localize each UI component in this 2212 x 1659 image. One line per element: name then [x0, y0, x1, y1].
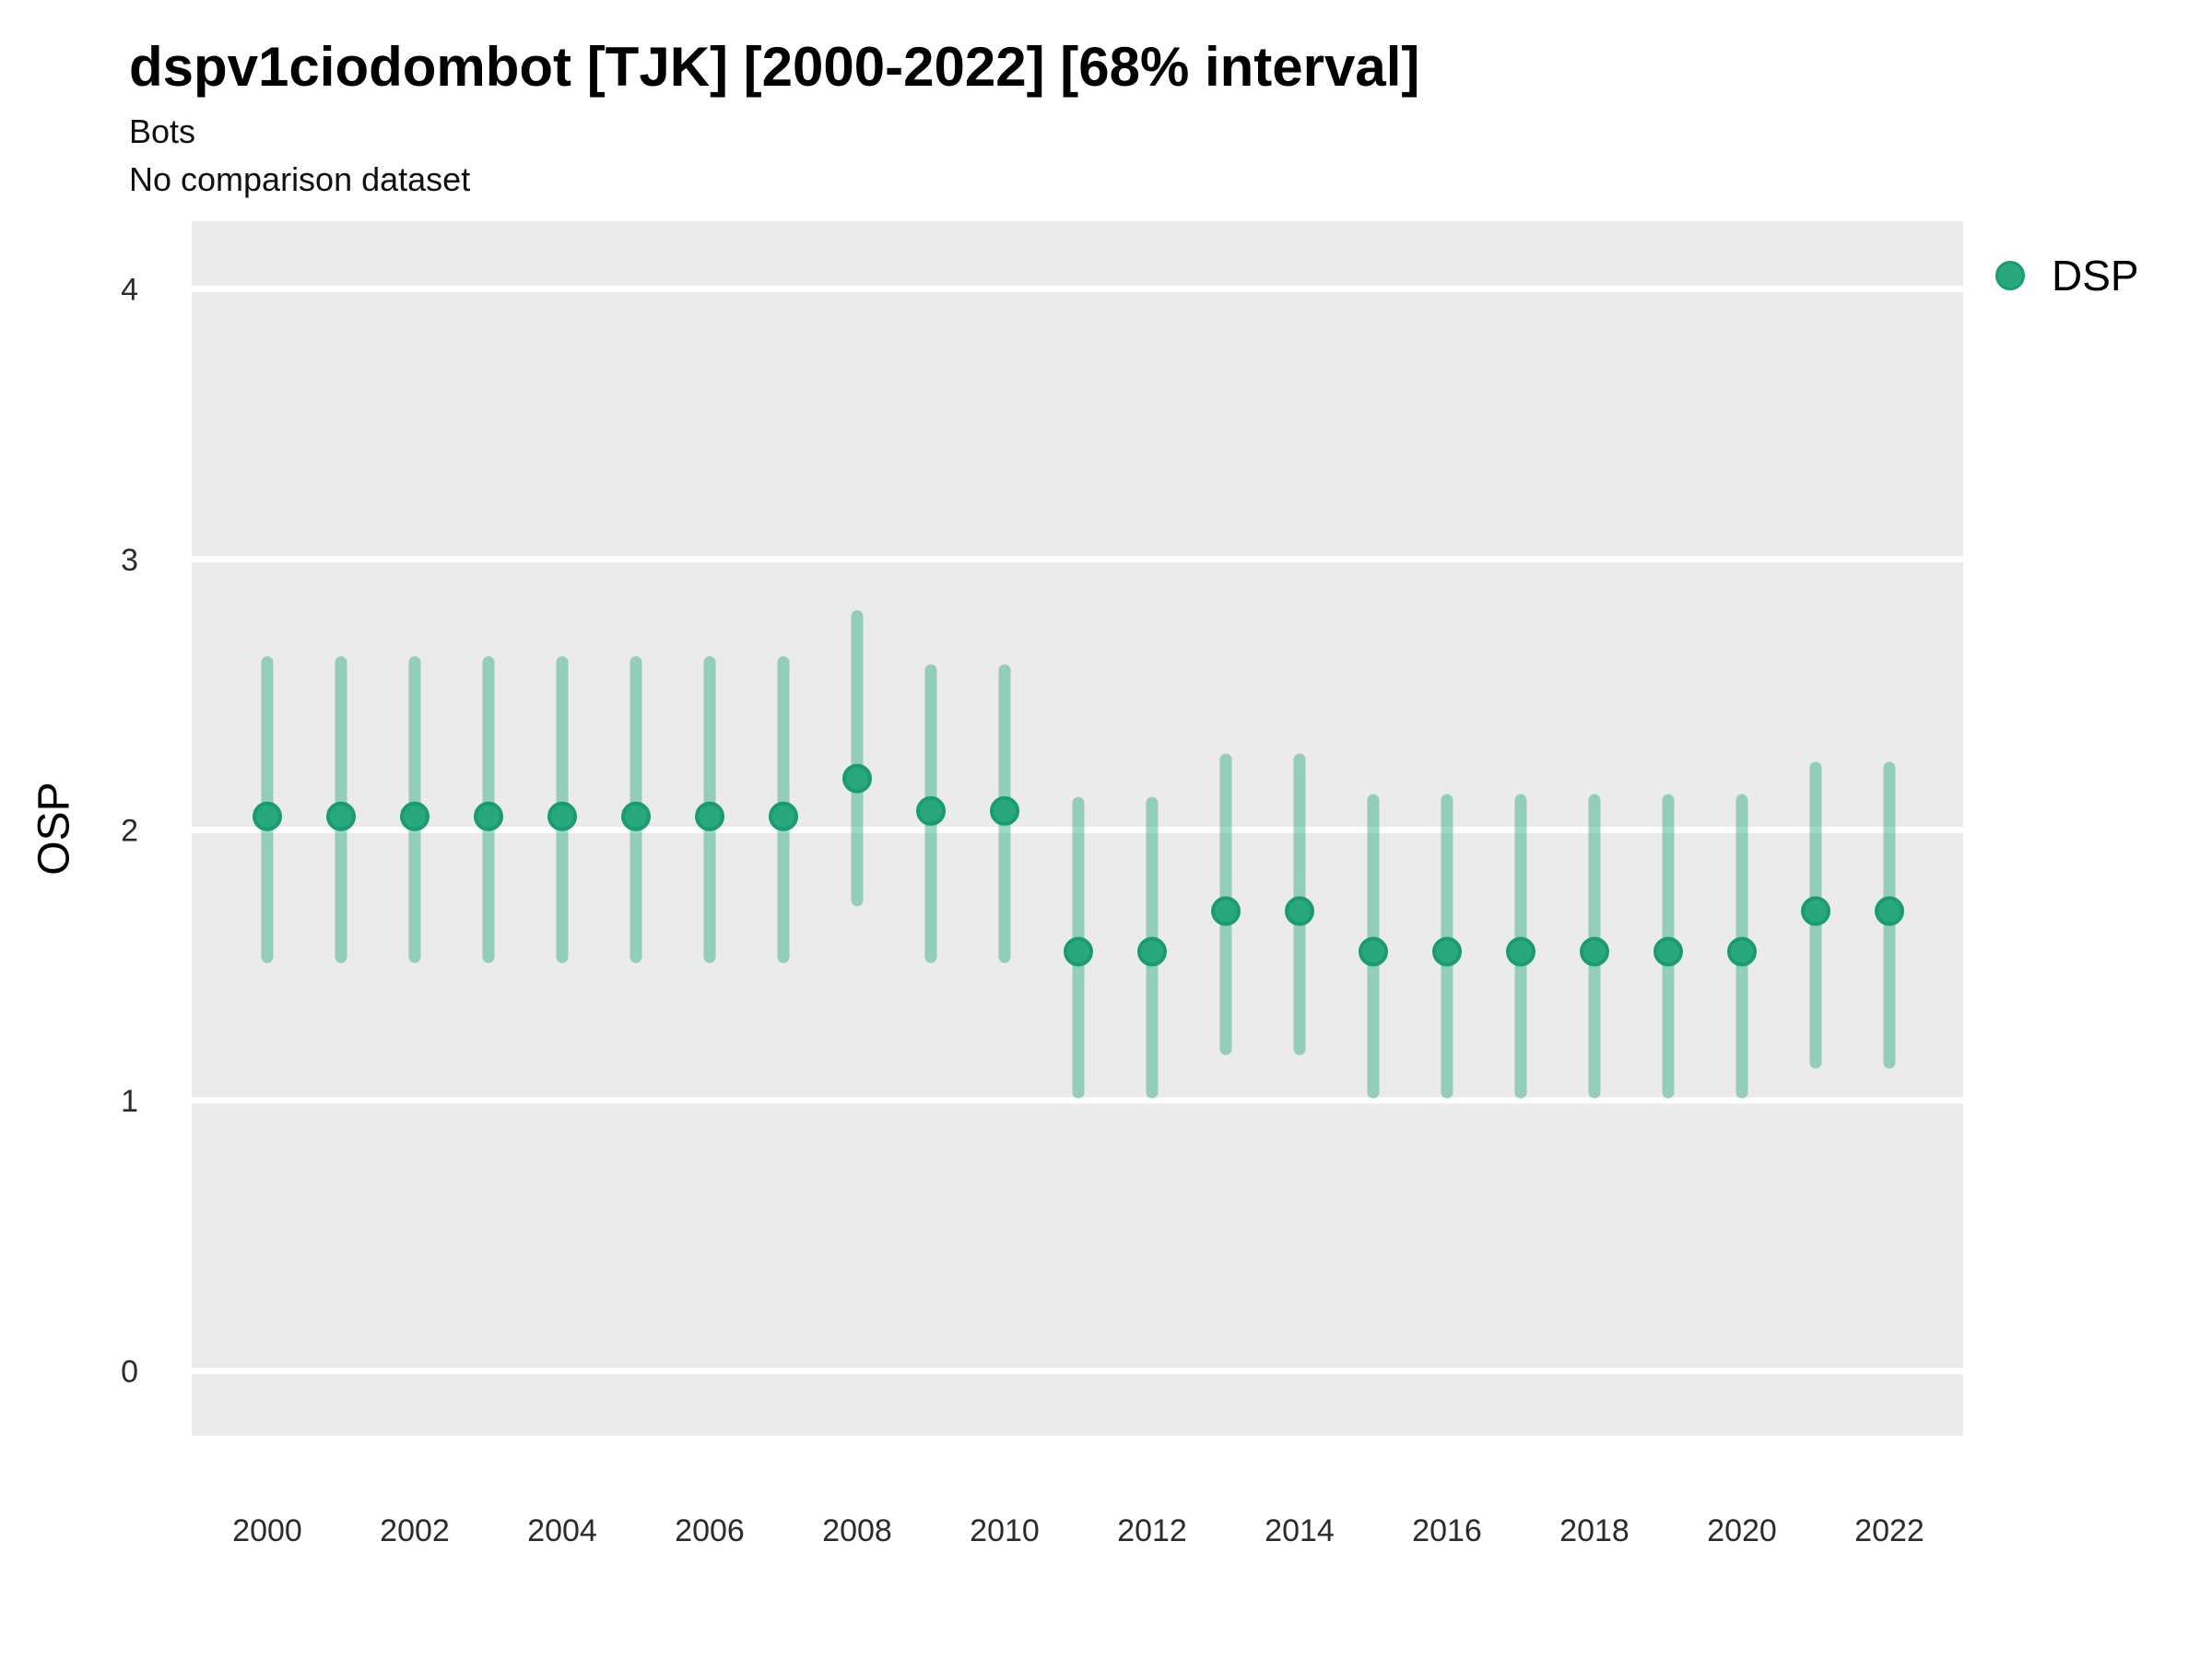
chart-subtitle: Bots [129, 112, 196, 150]
data-point-2000 [253, 801, 282, 831]
data-point-2008 [842, 763, 872, 794]
x-tick-label: 2000 [232, 1513, 302, 1548]
x-tick-label: 2016 [1412, 1513, 1482, 1548]
x-tick-label: 2022 [1854, 1513, 1924, 1548]
page-title: dspv1ciodombot [TJK] [2000-2022] [68% in… [129, 36, 1420, 98]
data-point-2014 [1285, 896, 1314, 926]
x-tick-label: 2004 [527, 1513, 597, 1548]
data-point-2020 [1727, 936, 1757, 967]
x-tick-label: 2018 [1559, 1513, 1630, 1548]
data-point-2013 [1211, 896, 1241, 926]
data-point-2011 [1064, 936, 1093, 967]
y-tick-label: 4 [121, 272, 138, 307]
y-tick-label: 1 [121, 1084, 138, 1119]
data-point-2005 [621, 801, 651, 831]
data-point-2010 [990, 795, 1019, 826]
y-tick-label: 3 [121, 543, 138, 578]
comparison-note: No comparison dataset [129, 160, 471, 198]
data-point-2003 [474, 801, 503, 831]
data-point-2017 [1506, 936, 1535, 967]
data-point-2012 [1137, 936, 1167, 967]
data-point-2018 [1580, 936, 1609, 967]
data-point-2002 [400, 801, 429, 831]
x-tick-label: 2002 [380, 1513, 450, 1548]
data-point-2021 [1801, 896, 1830, 926]
legend-marker-dot-icon [1995, 261, 2025, 290]
x-tick-label: 2012 [1117, 1513, 1187, 1548]
data-point-2001 [326, 801, 356, 831]
y-tick-label: 0 [121, 1355, 138, 1390]
data-point-2016 [1432, 936, 1462, 967]
data-point-2015 [1359, 936, 1388, 967]
data-point-2007 [769, 801, 798, 831]
data-point-2009 [916, 795, 946, 826]
data-point-2019 [1653, 936, 1683, 967]
x-tick-label: 2010 [970, 1513, 1040, 1548]
y-tick-label: 2 [121, 813, 138, 848]
x-tick-label: 2014 [1265, 1513, 1335, 1548]
x-tick-label: 2008 [822, 1513, 892, 1548]
x-tick-label: 2006 [675, 1513, 745, 1548]
data-point-2022 [1875, 896, 1904, 926]
x-tick-label: 2020 [1707, 1513, 1777, 1548]
data-point-2004 [547, 801, 577, 831]
data-point-2006 [695, 801, 724, 831]
legend-series-label: DSP [2052, 252, 2139, 300]
